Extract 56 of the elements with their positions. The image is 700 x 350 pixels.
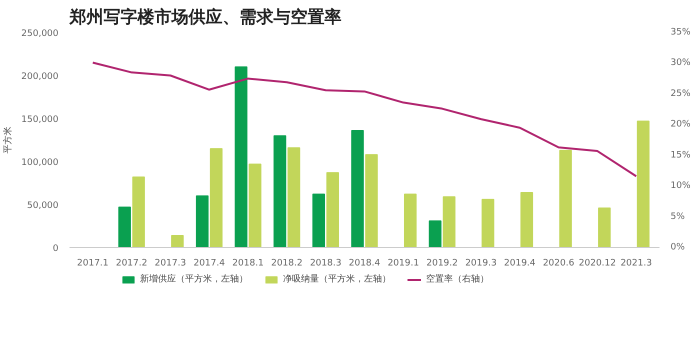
line-series: [92, 62, 638, 178]
bar: [404, 194, 417, 248]
x-tick-label: 2020.12: [578, 258, 616, 268]
x-tick-label: 2019.1: [388, 258, 420, 268]
x-tick-label: 2019.4: [504, 258, 536, 268]
bar: [274, 135, 286, 248]
legend-label: 空置率（右轴）: [426, 273, 489, 286]
bar: [118, 206, 131, 248]
y2-tick-label: 30%: [670, 58, 691, 68]
bar: [559, 150, 572, 248]
x-tick-label: 2019.3: [465, 258, 497, 268]
bar: [598, 207, 611, 248]
chart-title: 郑州写字楼市场供应、需求与空置率: [68, 8, 342, 28]
bar: [482, 198, 494, 248]
bar: [210, 148, 223, 248]
bar: [312, 194, 326, 248]
x-tick-label: 2021.3: [620, 258, 652, 268]
x-tick-label: 2018.4: [348, 258, 381, 268]
x-tick-label: 2018.3: [310, 258, 342, 268]
x-tick-label: 2017.3: [154, 258, 186, 268]
bar: [636, 120, 650, 248]
y-tick-label: 200,000: [21, 72, 59, 82]
x-tick-label: 2018.2: [271, 258, 303, 268]
legend-label: 新增供应（平方米，左轴）: [140, 273, 248, 286]
y-tick-label: 100,000: [21, 158, 59, 168]
bar: [196, 195, 209, 248]
bar: [365, 154, 378, 248]
bar: [442, 196, 456, 248]
bar: [248, 164, 262, 248]
bar: [520, 192, 534, 248]
y2-tick-label: 0%: [670, 242, 686, 252]
y2-tick-label: 10%: [670, 181, 691, 192]
y-tick-label: 150,000: [21, 115, 59, 125]
bar: [326, 172, 339, 248]
y2-tick-label: 15%: [670, 150, 691, 160]
bar: [171, 234, 184, 248]
x-tick-label: 2017.4: [193, 258, 226, 268]
bar: [428, 220, 442, 248]
x-tick-label: 2020.6: [542, 258, 575, 268]
y-axis-title: 平方米: [2, 126, 14, 154]
bar: [351, 130, 364, 248]
bar: [234, 66, 248, 248]
y2-tick-label: 35%: [670, 28, 691, 38]
y2-tick-label: 25%: [670, 88, 691, 99]
y-tick-label: 50,000: [27, 201, 59, 211]
bar: [132, 176, 145, 248]
x-tick-label: 2017.1: [77, 258, 109, 268]
y-tick-label: 0: [52, 244, 59, 254]
x-tick-label: 2019.2: [426, 258, 458, 268]
x-tick-label: 2018.1: [232, 258, 264, 268]
x-tick-label: 2017.2: [116, 258, 148, 268]
bar: [288, 147, 300, 248]
y2-tick-label: 5%: [670, 212, 686, 222]
legend-label: 净吸纳量（平方米，左轴）: [282, 273, 391, 286]
y2-tick-label: 20%: [670, 120, 691, 130]
y-tick-label: 250,000: [21, 29, 59, 39]
